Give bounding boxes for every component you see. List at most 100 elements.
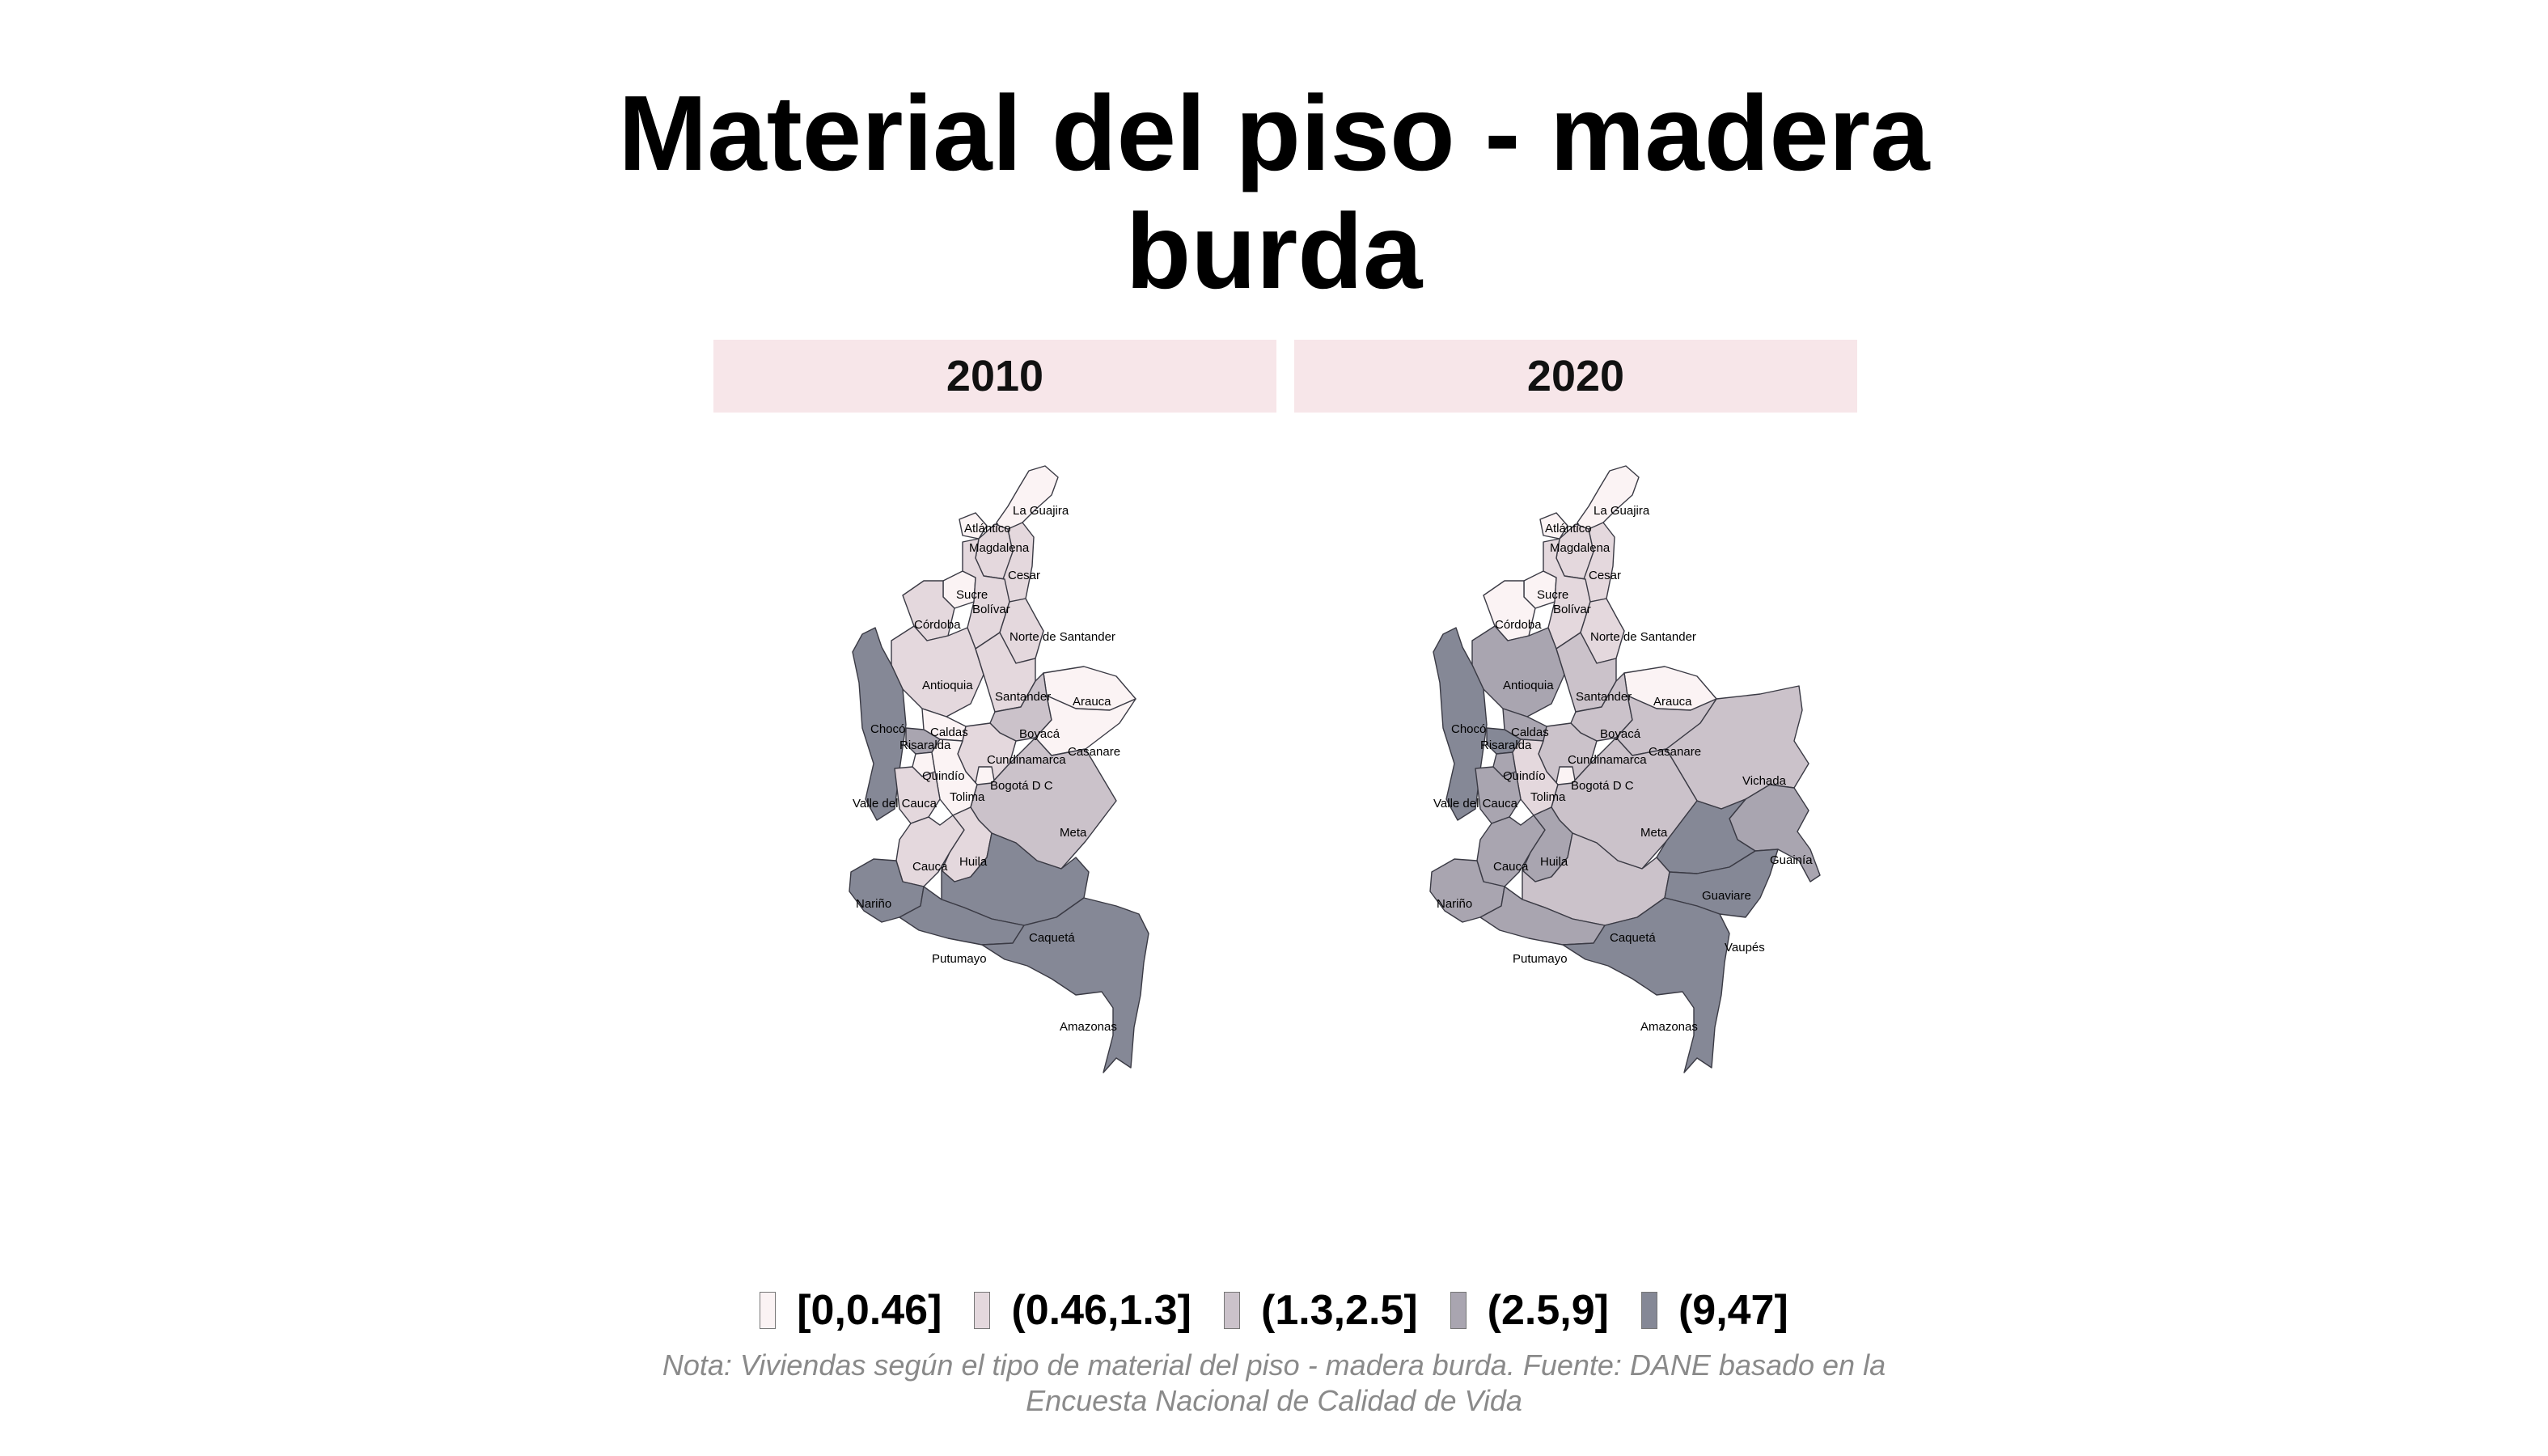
legend-label: (9,47] xyxy=(1678,1287,1788,1334)
map-panel-2010: La GuajiraAtlánticoMagdalenaCesarSucreBo… xyxy=(849,465,1149,1073)
department-label-sucre-2010: Sucre xyxy=(956,588,988,602)
department-cauca-2010 xyxy=(895,815,965,887)
department-label-magdalena-2020: Magdalena xyxy=(1550,541,1610,555)
legend-swatch xyxy=(760,1292,777,1329)
department-label-cordoba-2010: Córdoba xyxy=(914,618,961,632)
chart-title: Material del piso - madera burda xyxy=(0,74,2548,311)
department-label-cesar-2020: Cesar xyxy=(1589,569,1621,582)
department-label-caldas-2010: Caldas xyxy=(930,726,968,739)
department-label-valle-del-cauca-2010: Valle del Cauca xyxy=(853,797,938,811)
legend-label: (1.3,2.5] xyxy=(1261,1287,1418,1334)
department-valle-del-cauca-2010 xyxy=(894,766,941,824)
legend-swatch xyxy=(1224,1292,1240,1329)
department-label-putumayo-2010: Putumayo xyxy=(932,952,987,966)
legend-swatch xyxy=(1640,1292,1657,1329)
department-label-choco-2010: Chocó xyxy=(870,722,905,736)
department-label-putumayo-2020: Putumayo xyxy=(1513,952,1568,966)
department-label-norte-de-santander-2010: Norte de Santander xyxy=(1009,630,1115,644)
department-label-cordoba-2020: Córdoba xyxy=(1495,618,1542,632)
department-label-atlantico-2020: Atlántico xyxy=(1545,522,1592,535)
department-label-meta-2020: Meta xyxy=(1640,826,1668,840)
department-antioquia-2020 xyxy=(1471,625,1565,717)
department-choco-2010 xyxy=(852,627,907,821)
department-label-amazonas-2010: Amazonas xyxy=(1060,1020,1117,1034)
department-label-caldas-2020: Caldas xyxy=(1511,726,1549,739)
department-label-cauca-2010: Cauca xyxy=(912,860,948,874)
department-antioquia-2010 xyxy=(891,625,984,717)
department-label-quindio-2010: Quindío xyxy=(922,769,965,783)
department-label-narino-2020: Nariño xyxy=(1437,897,1472,911)
department-atlantico-2010 xyxy=(959,512,988,540)
department-label-cesar-2010: Cesar xyxy=(1008,569,1040,582)
department-label-antioquia-2020: Antioquia xyxy=(1503,679,1554,692)
department-label-amazonas-2020: Amazonas xyxy=(1640,1020,1698,1034)
department-label-sucre-2020: Sucre xyxy=(1537,588,1568,602)
source-note-line1: Nota: Viviendas según el tipo de materia… xyxy=(662,1348,1886,1382)
department-label-risaralda-2020: Risaralda xyxy=(1480,739,1532,752)
department-label-cundinamarca-2010: Cundinamarca xyxy=(987,753,1066,767)
legend-item: (2.5,9] xyxy=(1450,1286,1609,1335)
department-label-arauca-2010: Arauca xyxy=(1073,695,1111,709)
legend-swatch xyxy=(1450,1292,1467,1329)
legend-item: (0.46,1.3] xyxy=(974,1286,1191,1335)
department-label-norte-de-santander-2020: Norte de Santander xyxy=(1590,630,1696,644)
department-label-tolima-2010: Tolima xyxy=(950,790,985,804)
legend-swatch xyxy=(974,1292,991,1329)
legend-label: [0,0.46] xyxy=(797,1287,942,1334)
department-label-bolivar-2010: Bolívar xyxy=(972,603,1010,616)
department-label-guainia-2020: Guainía xyxy=(1770,853,1813,867)
department-label-tolima-2020: Tolima xyxy=(1530,790,1566,804)
department-label-boyaca-2010: Boyacá xyxy=(1019,727,1060,741)
department-atlantico-2020 xyxy=(1539,512,1568,540)
department-label-valle-del-cauca-2020: Valle del Cauca xyxy=(1433,797,1518,811)
legend-item: (1.3,2.5] xyxy=(1224,1286,1418,1335)
department-label-caqueta-2020: Caquetá xyxy=(1610,931,1656,945)
department-label-narino-2010: Nariño xyxy=(856,897,891,911)
department-label-vaupes-2020: Vaupés xyxy=(1725,941,1765,954)
chart-title-line1: Material del piso - madera xyxy=(618,74,1930,193)
department-label-santander-2010: Santander xyxy=(995,690,1051,704)
department-label-bogota-d-c-2010: Bogotá D C xyxy=(990,779,1053,793)
department-label-huila-2020: Huila xyxy=(1540,855,1568,869)
department-label-cauca-2020: Cauca xyxy=(1493,860,1529,874)
panel-header-2020: 2020 xyxy=(1294,340,1857,413)
department-label-risaralda-2010: Risaralda xyxy=(899,739,951,752)
department-label-cundinamarca-2020: Cundinamarca xyxy=(1568,753,1647,767)
department-label-boyaca-2020: Boyacá xyxy=(1600,727,1641,741)
department-label-choco-2020: Chocó xyxy=(1451,722,1486,736)
department-choco-2020 xyxy=(1433,627,1488,821)
department-label-vichada-2020: Vichada xyxy=(1742,774,1787,788)
department-amazonas-2010 xyxy=(981,897,1149,1073)
map-panel-2020: La GuajiraAtlánticoMagdalenaCesarSucreBo… xyxy=(1429,465,1821,1073)
department-label-guaviare-2020: Guaviare xyxy=(1702,889,1751,903)
panel-header-2010: 2010 xyxy=(713,340,1276,413)
department-putumayo-2010 xyxy=(899,886,1025,946)
department-cauca-2020 xyxy=(1476,815,1546,887)
department-valle-del-cauca-2020 xyxy=(1475,766,1522,824)
department-label-arauca-2020: Arauca xyxy=(1653,695,1692,709)
department-label-magdalena-2010: Magdalena xyxy=(969,541,1030,555)
department-label-caqueta-2010: Caquetá xyxy=(1029,931,1075,945)
department-label-casanare-2020: Casanare xyxy=(1649,745,1701,759)
legend-item: (9,47] xyxy=(1640,1286,1788,1335)
department-label-casanare-2010: Casanare xyxy=(1068,745,1120,759)
department-label-antioquia-2010: Antioquia xyxy=(922,679,973,692)
department-label-quindio-2020: Quindío xyxy=(1503,769,1546,783)
legend: [0,0.46] (0.46,1.3] (1.3,2.5] (2.5,9] (9… xyxy=(0,1286,2548,1335)
department-putumayo-2020 xyxy=(1479,886,1606,946)
source-note: Nota: Viviendas según el tipo de materia… xyxy=(0,1348,2548,1419)
department-label-meta-2010: Meta xyxy=(1060,826,1087,840)
legend-item: [0,0.46] xyxy=(760,1286,942,1335)
chart-title-line2: burda xyxy=(1125,192,1423,311)
legend-label: (0.46,1.3] xyxy=(1011,1287,1191,1334)
department-label-la-guajira-2020: La Guajira xyxy=(1594,504,1650,518)
department-label-bolivar-2020: Bolívar xyxy=(1553,603,1591,616)
department-amazonas-2020 xyxy=(1562,897,1730,1073)
department-label-huila-2010: Huila xyxy=(959,855,988,869)
source-note-line2: Encuesta Nacional de Calidad de Vida xyxy=(1026,1384,1522,1417)
department-label-la-guajira-2010: La Guajira xyxy=(1013,504,1069,518)
legend-label: (2.5,9] xyxy=(1487,1287,1609,1334)
department-label-bogota-d-c-2020: Bogotá D C xyxy=(1571,779,1634,793)
department-label-santander-2020: Santander xyxy=(1576,690,1632,704)
department-label-atlantico-2010: Atlántico xyxy=(964,522,1011,535)
